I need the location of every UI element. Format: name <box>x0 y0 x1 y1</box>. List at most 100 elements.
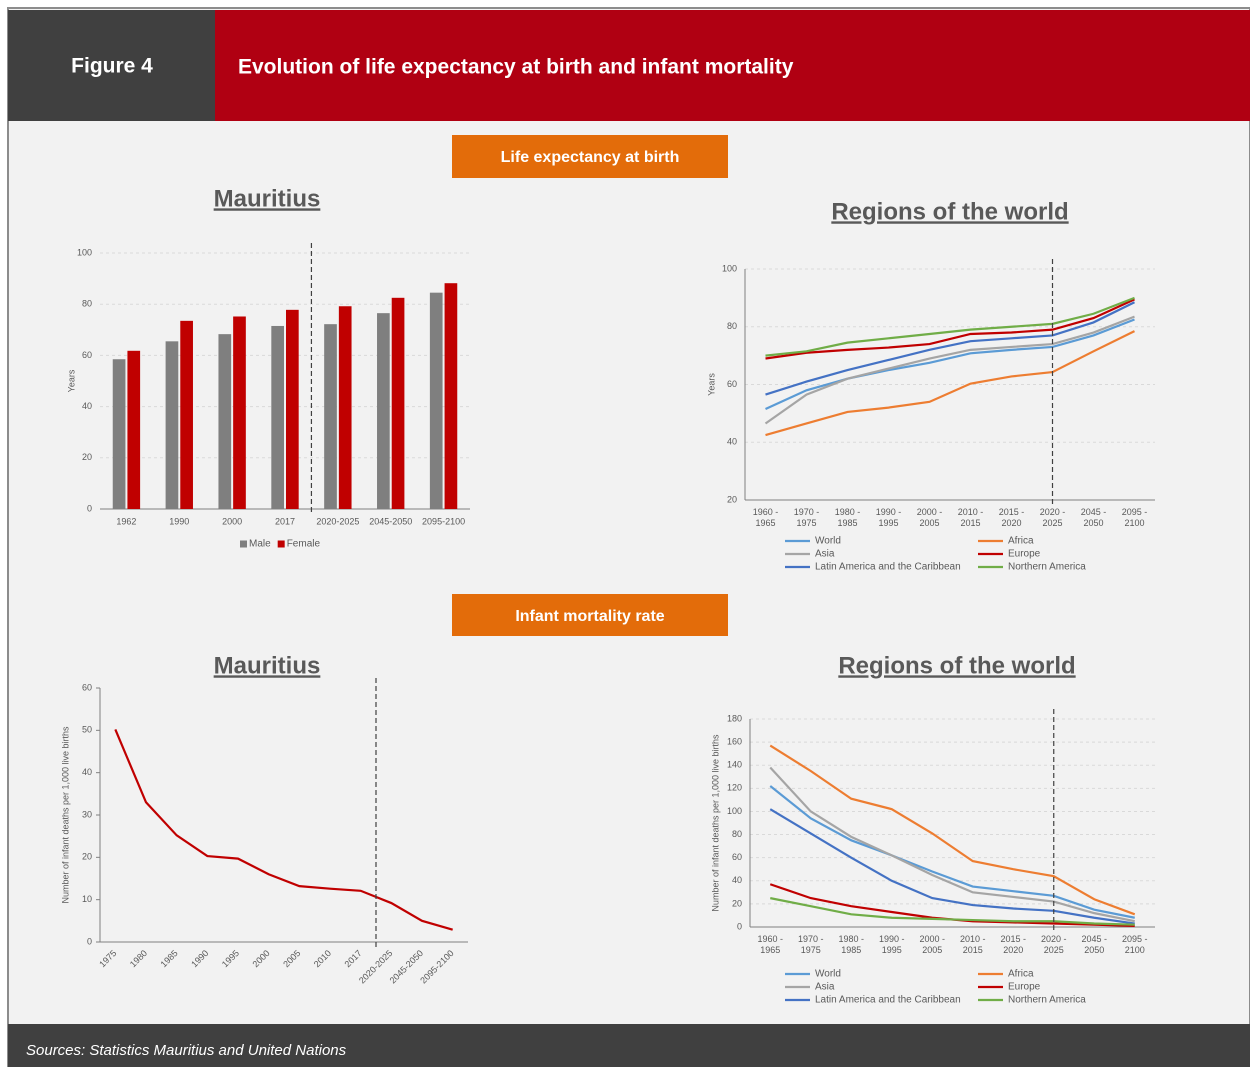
bar <box>180 320 193 509</box>
legend-label: Africa <box>1008 536 1034 547</box>
footer <box>8 1024 1250 1067</box>
data-line <box>765 301 1135 396</box>
y-tick-label: 60 <box>732 852 742 862</box>
x-tick-label: 1970 -1975 <box>798 934 824 955</box>
y-tick-label: 20 <box>82 852 92 862</box>
legend-swatch <box>240 540 247 548</box>
y-axis-label: Number of infant deaths per 1,000 live b… <box>60 726 70 904</box>
y-tick-label: 0 <box>737 921 742 931</box>
chart-title: Regions of the world <box>838 652 1075 679</box>
legend-label: Africa <box>1008 969 1034 980</box>
data-line <box>769 744 1136 916</box>
legend-label: Male <box>249 539 271 550</box>
x-tick-label: 2020 -2025 <box>1040 507 1066 528</box>
x-tick-label: 2020 -2025 <box>1041 934 1067 955</box>
legend-swatch <box>277 540 285 548</box>
section-label: Life expectancy at birth <box>501 149 680 166</box>
x-tick-label: 1980 -1985 <box>835 507 861 528</box>
page-background <box>7 7 1250 1067</box>
y-tick-label: 100 <box>722 263 737 273</box>
legend-label: Europe <box>1008 549 1041 560</box>
y-tick-label: 120 <box>727 783 742 793</box>
figure-title: Evolution of life expectancy at birth an… <box>238 56 794 79</box>
x-tick-label: 2095 -2100 <box>1122 934 1148 955</box>
legend-label: Northern America <box>1008 995 1086 1006</box>
x-tick-label: 2045 -2050 <box>1081 934 1107 955</box>
bar <box>112 359 126 509</box>
x-tick-label: 2045-2050 <box>369 516 412 526</box>
legend-label: Latin America and the Caribbean <box>815 995 961 1006</box>
x-tick-label: 2020-2025 <box>316 516 359 526</box>
y-tick-label: 140 <box>727 760 742 770</box>
x-tick-label: 2010 -2015 <box>960 934 986 955</box>
y-tick-label: 20 <box>82 452 92 462</box>
chart-title: Regions of the world <box>831 198 1068 225</box>
y-tick-label: 60 <box>82 350 92 360</box>
section-box <box>452 135 728 178</box>
x-tick-label: 2095-2100 <box>422 516 465 526</box>
legend-label: Asia <box>815 982 835 993</box>
y-tick-label: 0 <box>87 503 92 513</box>
x-tick-label: 1990 -1995 <box>879 934 905 955</box>
y-tick-label: 50 <box>82 725 92 735</box>
y-tick-label: 80 <box>727 321 737 331</box>
y-axis-label: Years <box>706 373 716 396</box>
legend-label: Asia <box>815 549 835 560</box>
bar <box>338 306 352 509</box>
y-tick-label: 100 <box>77 247 92 257</box>
y-tick-label: 40 <box>727 437 737 447</box>
bar <box>286 309 299 509</box>
x-tick-label: 1970 -1975 <box>794 507 820 528</box>
data-line <box>765 296 1135 357</box>
y-tick-label: 60 <box>82 682 92 692</box>
y-tick-label: 20 <box>732 898 742 908</box>
y-tick-label: 80 <box>732 829 742 839</box>
y-tick-label: 10 <box>82 894 92 904</box>
data-line <box>765 330 1135 437</box>
x-tick-label: 1980 -1985 <box>838 934 864 955</box>
bar <box>391 297 405 509</box>
bar <box>444 283 458 509</box>
y-tick-label: 80 <box>82 299 92 309</box>
x-tick-label: 1962 <box>116 516 136 526</box>
y-tick-label: 180 <box>727 713 742 723</box>
x-tick-label: 2015 -2020 <box>999 507 1025 528</box>
bar <box>429 292 443 509</box>
data-line <box>765 298 1135 360</box>
y-tick-label: 30 <box>82 809 92 819</box>
legend-label: Northern America <box>1008 562 1086 573</box>
x-tick-label: 2017 <box>275 516 295 526</box>
data-line <box>764 315 1135 425</box>
y-tick-label: 60 <box>727 379 737 389</box>
y-tick-label: 40 <box>82 767 92 777</box>
y-tick-label: 100 <box>727 806 742 816</box>
bar <box>271 325 284 509</box>
data-line <box>769 808 1135 925</box>
bar <box>377 313 390 509</box>
figure-label: Figure 4 <box>71 55 153 78</box>
chart-title: Mauritius <box>214 652 321 679</box>
y-tick-label: 40 <box>82 401 92 411</box>
y-tick-label: 0 <box>87 936 92 946</box>
y-tick-label: 40 <box>732 875 742 885</box>
y-tick-label: 160 <box>727 736 742 746</box>
data-line <box>769 785 1135 919</box>
section-label: Infant mortality rate <box>515 608 664 625</box>
legend-label: Latin America and the Caribbean <box>815 562 961 573</box>
section-box <box>452 594 728 636</box>
title-box <box>215 10 1250 121</box>
x-tick-label: 1990 <box>169 516 189 526</box>
figure-box <box>8 10 215 121</box>
x-tick-label: 2015 -2020 <box>1000 934 1026 955</box>
data-line <box>114 729 453 931</box>
x-tick-label: 2000 -2005 <box>919 934 945 955</box>
x-tick-label: 2000 <box>222 516 242 526</box>
x-tick-label: 1990 -1995 <box>876 507 902 528</box>
bar <box>324 324 337 509</box>
bar <box>233 316 246 509</box>
x-tick-label: 2045 -2050 <box>1081 507 1107 528</box>
x-tick-label: 2010 -2015 <box>958 507 984 528</box>
legend-label: Europe <box>1008 982 1041 993</box>
bar <box>218 334 232 509</box>
